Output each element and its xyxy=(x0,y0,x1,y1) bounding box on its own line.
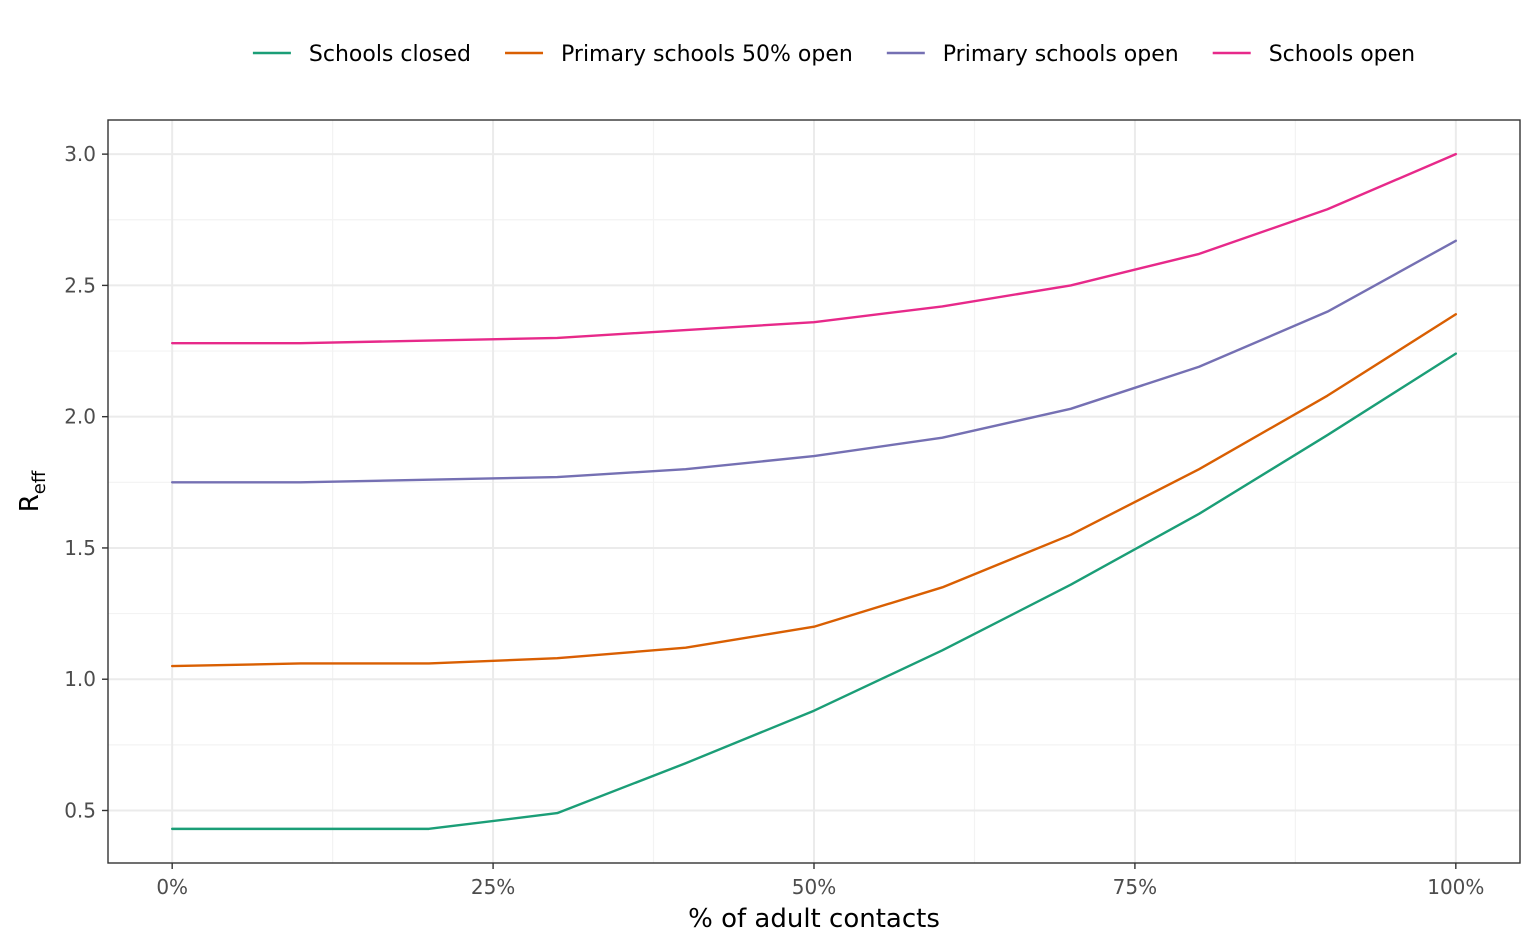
x-tick-label: 0% xyxy=(156,875,188,899)
series-line-schools-closed xyxy=(170,352,1458,831)
x-axis: 0% 25% 50% 75% 100% xyxy=(156,863,1484,899)
plot-area xyxy=(107,119,1521,864)
y-axis-title-main: R xyxy=(15,494,45,512)
legend-item-primary-schools-open: Primary schools open xyxy=(886,42,1179,67)
y-axis-title: Reff xyxy=(15,470,50,512)
y-tick-label: 2.0 xyxy=(64,405,96,429)
legend-label: Primary schools 50% open xyxy=(561,42,853,67)
x-tick-label: 100% xyxy=(1427,875,1484,899)
y-axis-title-subscript: eff xyxy=(29,470,50,494)
legend: Schools closed Primary schools 50% open Pr… xyxy=(252,42,1415,67)
x-tick-label: 75% xyxy=(1113,875,1157,899)
gridlines xyxy=(108,120,1520,863)
y-tick-label: 1.5 xyxy=(64,536,96,560)
legend-label: Schools closed xyxy=(309,42,471,67)
y-tick-label: 2.5 xyxy=(64,273,96,297)
legend-item-primary-schools-50-open: Primary schools 50% open xyxy=(505,42,853,67)
legend-label: Primary schools open xyxy=(943,42,1179,67)
series-lines xyxy=(170,152,1458,831)
x-tick-label: 50% xyxy=(792,875,836,899)
y-axis: 0.5 1.0 1.5 2.0 2.5 3.0 xyxy=(64,142,108,822)
x-tick-label: 25% xyxy=(471,875,515,899)
legend-item-schools-open: Schools open xyxy=(1212,42,1415,67)
legend-item-schools-closed: Schools closed xyxy=(252,42,471,67)
y-tick-label: 0.5 xyxy=(64,798,96,822)
legend-label: Schools open xyxy=(1269,42,1415,67)
series-line-primary-schools-50-open xyxy=(170,313,1458,668)
y-tick-label: 1.0 xyxy=(64,667,96,691)
x-axis-title: % of adult contacts xyxy=(688,904,940,934)
y-tick-label: 3.0 xyxy=(64,142,96,166)
series-line-schools-open xyxy=(170,152,1458,345)
series-line-primary-schools-open xyxy=(170,239,1458,484)
